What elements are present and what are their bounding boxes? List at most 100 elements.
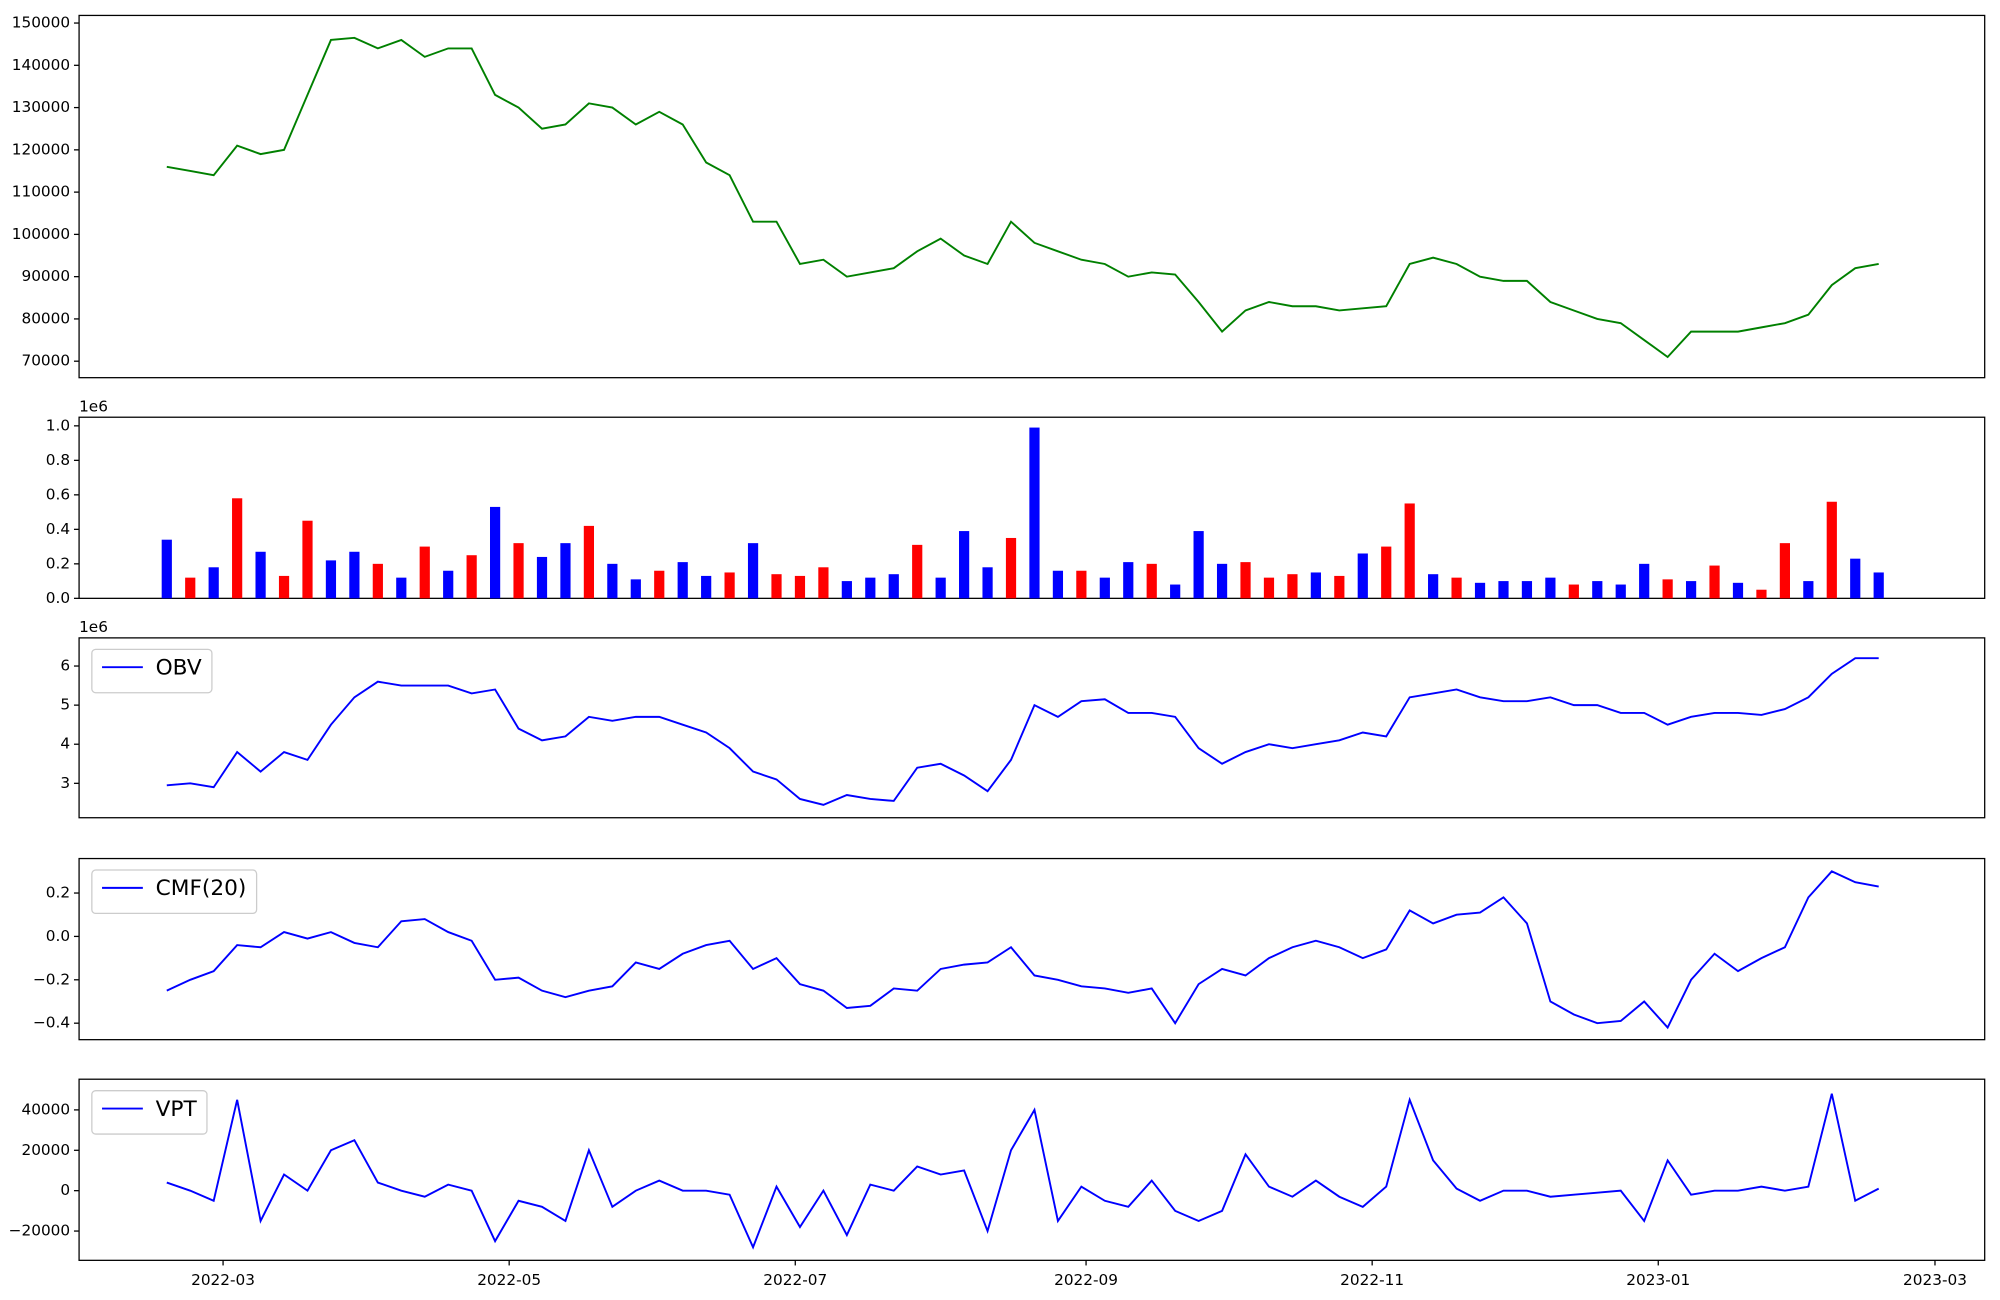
bar bbox=[419, 546, 430, 599]
bar bbox=[1357, 553, 1368, 599]
legend: OBV bbox=[91, 648, 213, 694]
legend: VPT bbox=[91, 1090, 208, 1135]
line bbox=[166, 36, 1879, 359]
bar bbox=[1568, 584, 1579, 599]
y-tick-label: 4 bbox=[60, 735, 70, 753]
bar bbox=[1052, 570, 1064, 599]
legend-label: OBV bbox=[156, 655, 202, 680]
line bbox=[166, 1093, 1880, 1250]
bar bbox=[302, 520, 313, 599]
bar bbox=[372, 563, 383, 599]
bar bbox=[1170, 584, 1181, 599]
y-tick-label: 70000 bbox=[21, 352, 70, 370]
bar bbox=[1216, 563, 1228, 599]
y-tick-label: 0.8 bbox=[46, 451, 70, 469]
bar bbox=[1545, 577, 1556, 599]
y-tick-label: 20000 bbox=[21, 1141, 70, 1159]
y-tick-label: 130000 bbox=[12, 98, 70, 116]
line bbox=[166, 870, 1879, 1030]
plot-frame bbox=[78, 14, 1986, 379]
bar bbox=[935, 577, 946, 599]
bar bbox=[724, 572, 735, 599]
y-tick-label: −20000 bbox=[9, 1222, 70, 1240]
x-tick-label: 2023-01 bbox=[1626, 1271, 1690, 1289]
y-tick-label: 80000 bbox=[21, 309, 70, 327]
legend-box bbox=[91, 648, 213, 694]
legend-box bbox=[91, 869, 258, 915]
bar bbox=[1451, 577, 1462, 599]
bar bbox=[747, 543, 759, 599]
bar bbox=[959, 531, 970, 599]
y-tick-label: 0 bbox=[60, 1181, 70, 1199]
bar bbox=[1146, 563, 1157, 599]
bar bbox=[1334, 575, 1345, 599]
bar bbox=[1029, 427, 1040, 599]
y-tick-label: 100000 bbox=[12, 225, 70, 243]
bar bbox=[1498, 581, 1509, 599]
bar bbox=[1732, 582, 1744, 599]
bar bbox=[1240, 562, 1251, 599]
bar bbox=[583, 525, 595, 599]
bar bbox=[912, 544, 923, 599]
bar bbox=[513, 543, 524, 599]
plot-frame bbox=[78, 1078, 1986, 1261]
legend-label: CMF(20) bbox=[156, 876, 247, 901]
plot-frame bbox=[78, 416, 1986, 599]
bar bbox=[1850, 558, 1861, 599]
bar bbox=[1381, 546, 1392, 599]
y-tick-label: 0.0 bbox=[46, 589, 70, 607]
plot-frame bbox=[78, 637, 1986, 819]
bar bbox=[630, 579, 641, 599]
bar bbox=[1779, 543, 1790, 599]
bar bbox=[489, 506, 501, 599]
bar bbox=[794, 575, 806, 599]
bar bbox=[1005, 537, 1017, 599]
bar bbox=[560, 543, 571, 599]
bar bbox=[1310, 572, 1321, 599]
bar bbox=[1076, 570, 1087, 599]
bar bbox=[1474, 582, 1486, 599]
offset-label: 1e6 bbox=[79, 398, 108, 416]
y-tick-label: 120000 bbox=[12, 140, 70, 158]
bar bbox=[396, 577, 407, 599]
y-tick-label: 0.6 bbox=[46, 485, 70, 503]
x-tick-label: 2022-05 bbox=[477, 1271, 541, 1289]
bar bbox=[771, 574, 782, 599]
bar bbox=[1592, 581, 1603, 599]
bar bbox=[654, 570, 665, 599]
offset-label: 1e6 bbox=[79, 618, 108, 636]
x-tick-label: 2022-03 bbox=[191, 1271, 255, 1289]
line bbox=[166, 657, 1879, 806]
legend-label: VPT bbox=[156, 1097, 198, 1122]
bar bbox=[1193, 531, 1204, 599]
y-tick-label: 3 bbox=[60, 774, 70, 792]
bar bbox=[1287, 574, 1298, 599]
bar bbox=[888, 574, 899, 599]
bar bbox=[232, 498, 243, 599]
bar bbox=[443, 570, 454, 599]
y-tick-label: 0.0 bbox=[46, 927, 70, 945]
y-tick-label: 5 bbox=[60, 696, 70, 714]
y-tick-label: 1.0 bbox=[46, 416, 70, 434]
bar bbox=[1123, 562, 1134, 599]
y-tick-label: 150000 bbox=[12, 14, 70, 32]
bar bbox=[1428, 574, 1439, 599]
x-tick-label: 2022-07 bbox=[763, 1271, 827, 1289]
bar bbox=[1263, 577, 1275, 599]
bar bbox=[1803, 581, 1814, 599]
bar bbox=[278, 575, 290, 599]
bar bbox=[982, 567, 993, 599]
bar bbox=[1685, 581, 1697, 599]
bar bbox=[185, 577, 196, 599]
y-tick-label: 110000 bbox=[12, 183, 70, 201]
bar bbox=[818, 567, 829, 599]
bar bbox=[349, 551, 360, 599]
x-tick-label: 2023-03 bbox=[1903, 1271, 1967, 1289]
bar bbox=[1662, 579, 1673, 599]
y-tick-label: −0.4 bbox=[33, 1014, 70, 1032]
bar bbox=[1709, 565, 1720, 599]
bar bbox=[325, 560, 337, 599]
bar bbox=[677, 562, 688, 599]
y-tick-label: 40000 bbox=[21, 1100, 70, 1118]
